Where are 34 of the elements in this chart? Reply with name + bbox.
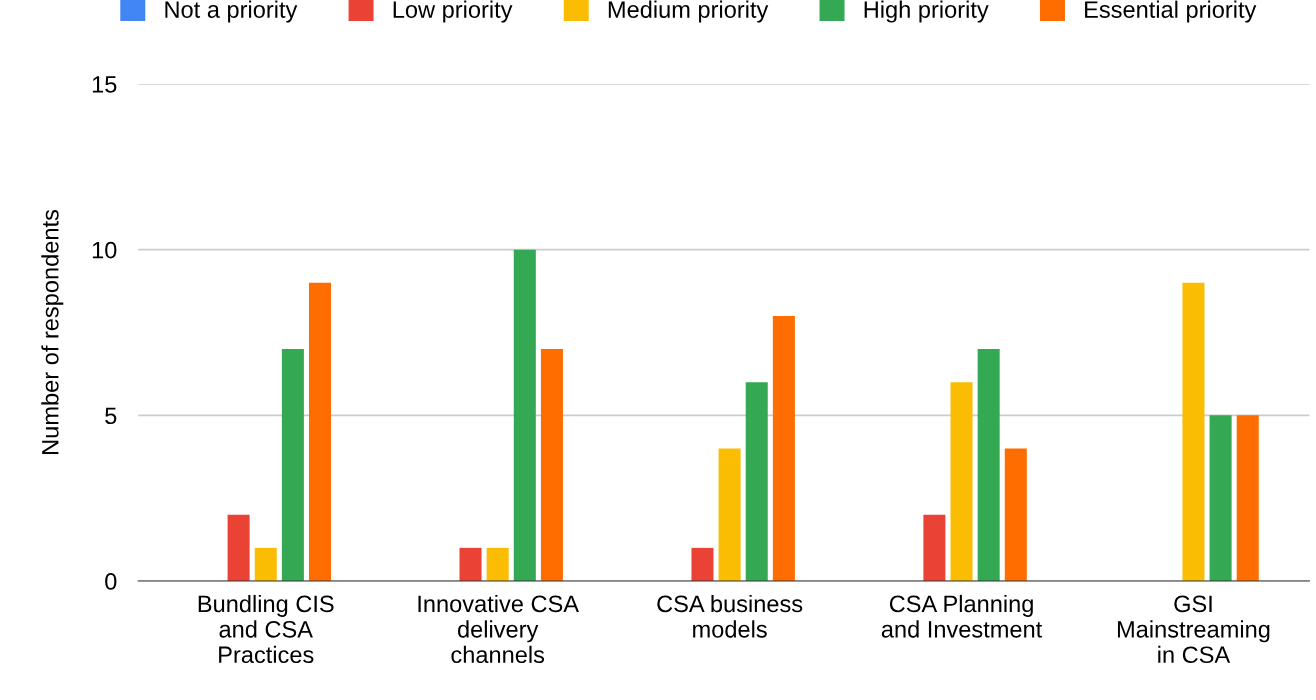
bar (1236, 415, 1259, 581)
bar (486, 547, 509, 581)
legend-label: Essential priority (1085, 0, 1257, 23)
bar (977, 349, 1000, 581)
bar (281, 349, 304, 581)
bar (745, 382, 768, 581)
x-tick-label: CSA Planning and Investment (881, 594, 1043, 638)
bar (1182, 282, 1205, 581)
bar (923, 514, 946, 581)
bar (540, 349, 563, 581)
y-tick-label: 10 (92, 241, 117, 259)
x-tick-label: Bundling CIS and CSA Practices (198, 594, 334, 664)
bar (950, 382, 973, 581)
bar (513, 249, 536, 581)
bar (1209, 415, 1232, 581)
bar (691, 547, 714, 581)
legend-label: Low priority (393, 0, 513, 23)
legend-label: Medium priority (608, 0, 769, 23)
legend-label: Not a priority (165, 0, 298, 23)
y-tick-label: 15 (92, 76, 117, 93)
y-tick-label: 0 (105, 573, 117, 590)
bar (772, 315, 795, 581)
bar (309, 282, 332, 581)
y-tick-label: 5 (105, 407, 117, 425)
bar (254, 547, 277, 581)
x-tick-label: GSI Mainstreaming in CSA (1117, 595, 1270, 664)
x-tick-label: Innovative CSA delivery channels (418, 594, 579, 664)
bar (1004, 448, 1027, 581)
bar (718, 448, 741, 581)
y-axis-title: Number of respondents (41, 209, 64, 454)
bar (227, 514, 250, 581)
legend-label: High priority (864, 0, 989, 23)
bar (459, 547, 482, 581)
x-tick-label: CSA business models (657, 594, 803, 638)
